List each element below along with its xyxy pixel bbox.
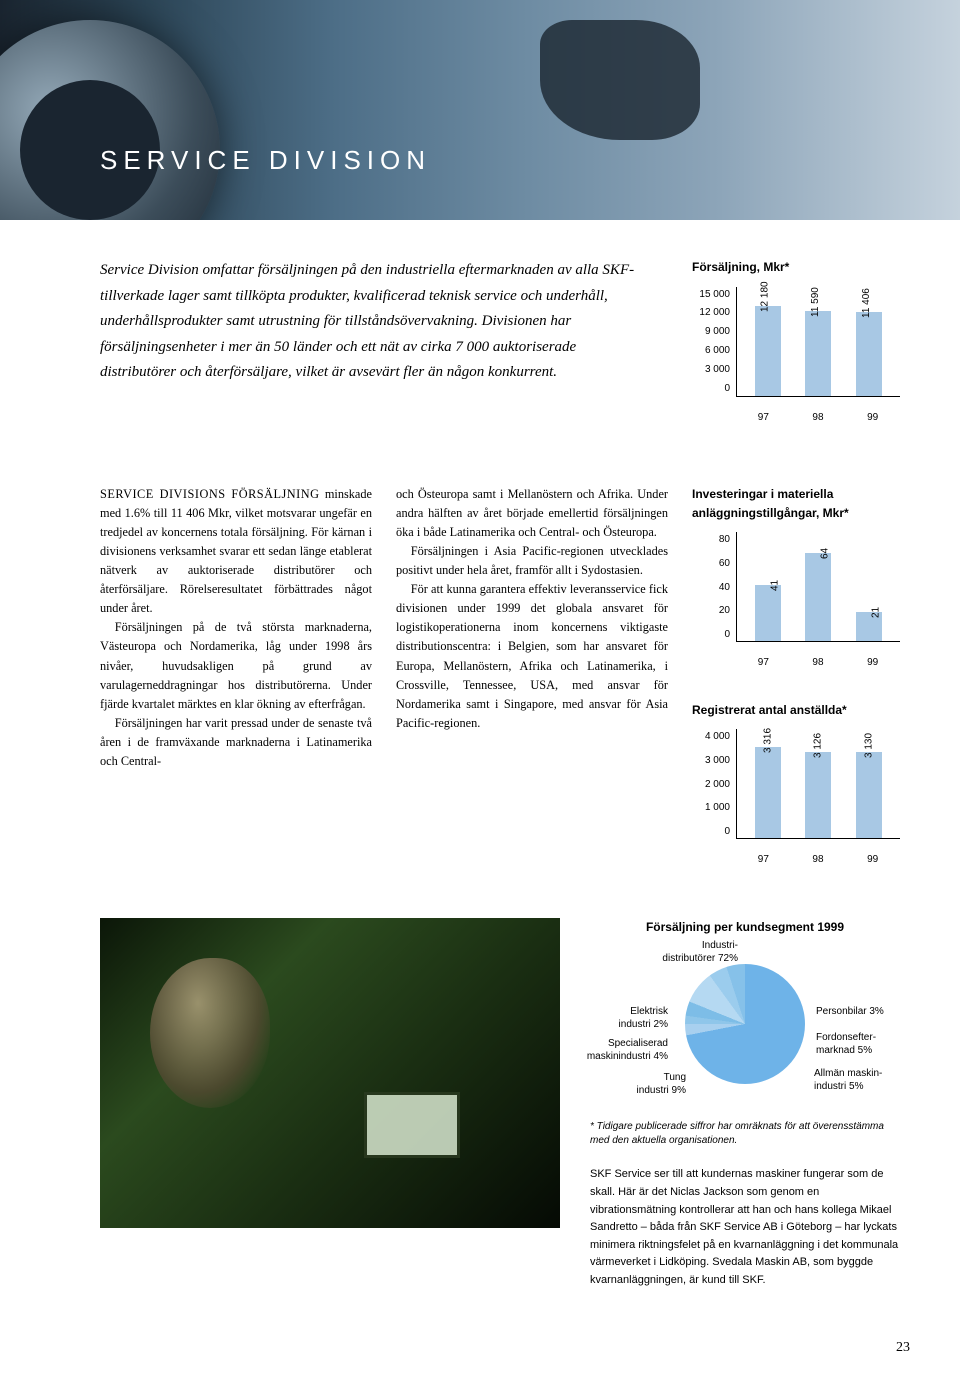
footnote: * Tidigare publicerade siffror har omräk… — [590, 1120, 900, 1148]
header-image: SERVICE DIVISION — [0, 0, 960, 220]
pie-label: Allmän maskin-industri 5% — [814, 1068, 904, 1093]
pie-label: Tungindustri 9% — [608, 1072, 686, 1097]
chart-title: Registrerat antal anställda* — [692, 701, 900, 720]
pie-chart: Industri-distributörer 72% Elektriskindu… — [590, 944, 900, 1104]
page-number: 23 — [0, 1320, 960, 1376]
pie-label: Personbilar 3% — [816, 1006, 904, 1019]
chart-sales: Försäljning, Mkr* 15 00012 0009 0006 000… — [692, 258, 900, 425]
pie-title: Försäljning per kundsegment 1999 — [590, 918, 900, 937]
body-column-1: SERVICE DIVISIONS FÖRSÄLJNING minskade m… — [100, 485, 372, 898]
chart-investments: Investeringar i materiella anläggningsti… — [692, 485, 900, 671]
pie-label: Industri-distributörer 72% — [608, 940, 738, 965]
photo-caption: SKF Service ser till att kundernas maski… — [590, 1166, 900, 1289]
chart-employees: Registrerat antal anställda* 4 0003 0002… — [692, 701, 900, 868]
chart-title: Investeringar i materiella anläggningsti… — [692, 485, 900, 522]
lead-in: SERVICE DIVISIONS FÖRSÄLJNING — [100, 487, 320, 501]
chart-title: Försäljning, Mkr* — [692, 258, 900, 277]
photo-illustration — [100, 918, 560, 1228]
intro-paragraph: Service Division omfattar försäljningen … — [100, 258, 652, 455]
pie-label: Fordonsefter-marknad 5% — [816, 1032, 904, 1057]
pie-label: Specialiseradmaskinindustri 4% — [580, 1038, 668, 1063]
pie-label: Elektriskindustri 2% — [590, 1006, 668, 1031]
page-title: SERVICE DIVISION — [100, 145, 431, 176]
body-column-2: och Östeuropa samt i Mellanöstern och Af… — [396, 485, 668, 898]
